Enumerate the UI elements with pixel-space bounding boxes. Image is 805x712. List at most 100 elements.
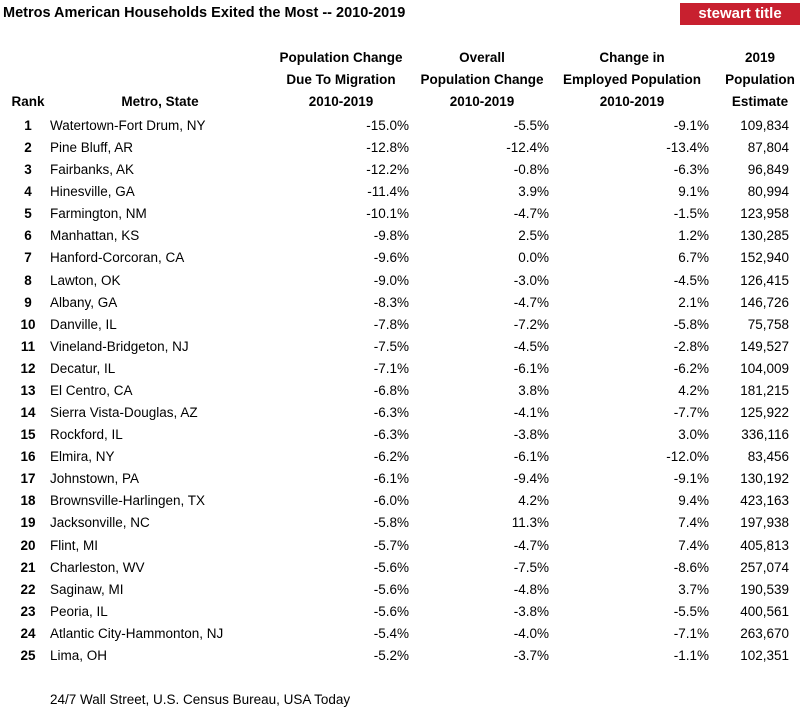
table-cell: 146,726 [740, 294, 789, 310]
table-cell: -8.3% [373, 294, 409, 310]
table-cell: -5.6% [373, 603, 409, 619]
table-cell: -6.2% [673, 360, 709, 376]
table-cell: Hanford-Corcoran, CA [50, 250, 185, 266]
column-header: 2010-2019 [308, 94, 374, 109]
table-cell: 197,938 [740, 515, 789, 531]
table-cell: 123,958 [740, 206, 789, 222]
rank: 10 [20, 316, 36, 332]
table-cell: Charleston, WV [50, 559, 145, 575]
table-cell: -5.2% [373, 647, 409, 663]
table-cell: -12.4% [506, 140, 549, 156]
rank: 19 [20, 515, 36, 531]
table-cell: -5.5% [673, 603, 709, 619]
table-cell: 130,192 [740, 471, 789, 487]
table-cell: 75,758 [747, 316, 789, 332]
table-cell: -9.4% [513, 471, 549, 487]
table-cell: -7.1% [373, 360, 409, 376]
table-cell: Fairbanks, AK [50, 162, 135, 178]
table-cell: Danville, IL [50, 316, 117, 332]
table-cell: -6.1% [513, 449, 549, 465]
rank: 15 [20, 427, 36, 443]
table-cell: -1.5% [673, 206, 709, 222]
table-cell: -12.2% [366, 162, 409, 178]
table-cell: -9.1% [673, 471, 709, 487]
rank: 21 [20, 559, 36, 575]
column-header: Change in [599, 50, 665, 65]
rank: 18 [20, 493, 36, 509]
table-cell: 9.1% [678, 184, 709, 200]
table-cell: 3.8% [518, 382, 549, 398]
table-cell: -12.0% [666, 449, 709, 465]
table-cell: Lawton, OK [50, 272, 121, 288]
table-cell: 87,804 [747, 140, 789, 156]
table-cell: 1.2% [678, 228, 709, 244]
table-cell: 190,539 [740, 581, 789, 597]
table-cell: -4.8% [513, 581, 549, 597]
table-cell: -12.8% [366, 140, 409, 156]
table-cell: -6.8% [373, 382, 409, 398]
table-cell: -9.8% [373, 228, 409, 244]
rank: 24 [20, 625, 36, 641]
table-cell: 126,415 [740, 272, 789, 288]
rank: 3 [24, 162, 32, 178]
rank: 14 [20, 405, 36, 421]
table-cell: -7.2% [513, 316, 549, 332]
table-cell: Farmington, NM [50, 206, 147, 222]
table-cell: Jacksonville, NC [50, 515, 150, 531]
table-cell: Vineland-Bridgeton, NJ [50, 338, 189, 354]
table-cell: 257,074 [740, 559, 789, 575]
table-cell: -3.7% [513, 647, 549, 663]
table-cell: 400,561 [740, 603, 789, 619]
table-cell: 263,670 [740, 625, 789, 641]
table-cell: -4.7% [513, 206, 549, 222]
table-cell: 181,215 [740, 382, 789, 398]
table-cell: -4.1% [513, 405, 549, 421]
table-cell: -5.5% [513, 118, 549, 133]
table-cell: 336,116 [741, 427, 789, 443]
column-header: 2010-2019 [449, 94, 515, 109]
table-cell: 7.4% [678, 537, 709, 553]
rank: 6 [24, 228, 32, 244]
rank: 16 [20, 449, 36, 465]
table-cell: -6.1% [373, 471, 409, 487]
table-cell: 0.0% [518, 250, 549, 266]
table-cell: Johnstown, PA [50, 471, 140, 487]
table-cell: 3.9% [518, 184, 549, 200]
column-header: Population Change [420, 72, 544, 87]
table-cell: -9.1% [673, 118, 709, 133]
title: Metros American Households Exited the Mo… [3, 5, 406, 21]
rank: 13 [20, 382, 36, 398]
rank: 4 [24, 184, 32, 200]
column-header: Estimate [731, 94, 789, 109]
table-cell: -6.0% [373, 493, 409, 509]
column-header: Employed Population [562, 72, 701, 87]
table-cell: 9.4% [678, 493, 709, 509]
column-header: Population Change [279, 50, 403, 65]
table-cell: 405,813 [740, 537, 789, 553]
table-cell: -7.8% [373, 316, 409, 332]
table-cell: 7.4% [678, 515, 709, 531]
table-cell: -1.1% [673, 647, 709, 663]
column-header: 2019 [744, 50, 776, 65]
table-cell: -11.4% [367, 184, 409, 200]
table-cell: -4.0% [513, 625, 549, 641]
table-cell: Peoria, IL [50, 603, 108, 619]
table-cell: -13.4% [666, 140, 709, 156]
rank: 8 [24, 272, 32, 288]
table-cell: Pine Bluff, AR [50, 140, 134, 156]
table-cell: -2.8% [673, 338, 709, 354]
table-cell: -3.8% [513, 603, 549, 619]
table-cell: 102,351 [740, 647, 789, 663]
table-cell: -5.7% [373, 537, 409, 553]
table-cell: -5.4% [373, 625, 409, 641]
column-header: Overall [459, 50, 505, 65]
table-cell: 109,834 [740, 118, 789, 133]
table-cell: -4.7% [513, 294, 549, 310]
table-cell: -5.8% [673, 316, 709, 332]
table-cell: -6.2% [373, 449, 409, 465]
rank: 5 [24, 206, 32, 222]
column-header: Rank [11, 94, 45, 109]
logo: stewart title [680, 3, 800, 25]
column-header: Due To Migration [286, 72, 396, 87]
table-cell: Brownsville-Harlingen, TX [50, 493, 206, 509]
